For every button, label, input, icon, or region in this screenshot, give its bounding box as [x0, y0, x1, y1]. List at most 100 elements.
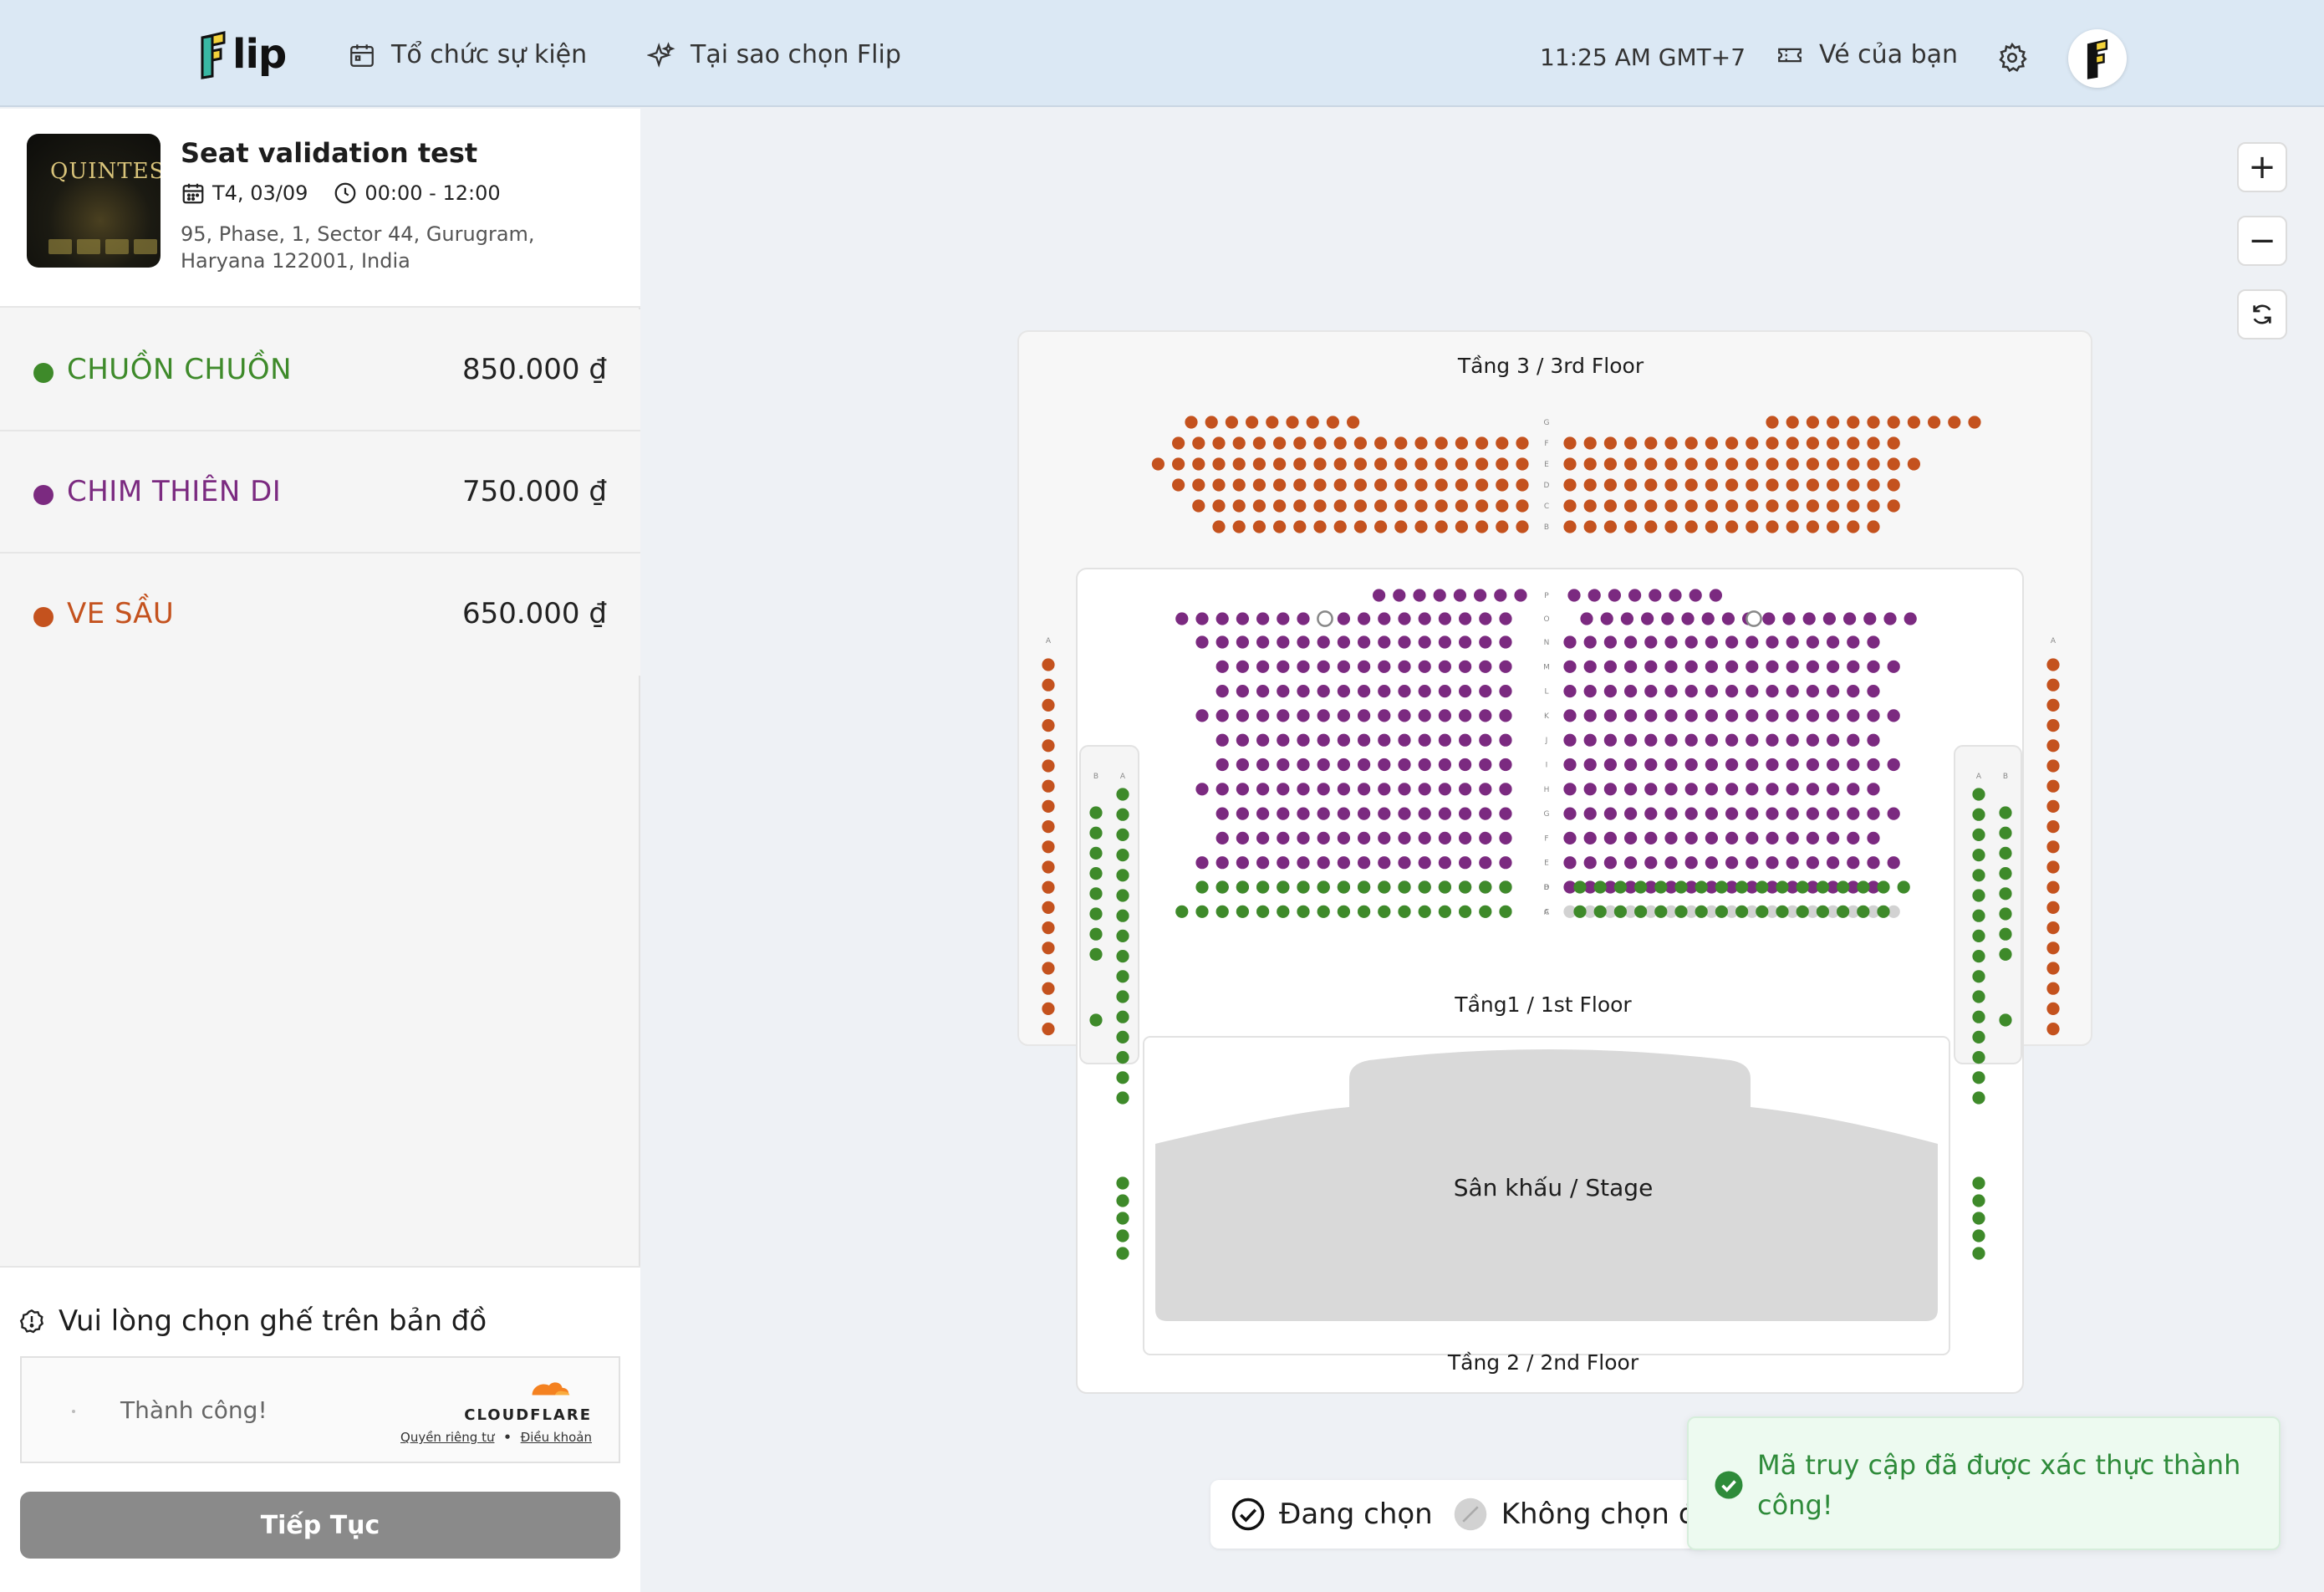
seat-floor1[interactable] — [1563, 660, 1577, 673]
seat-floor1[interactable] — [1459, 880, 1472, 894]
seat-ve-sau[interactable] — [2046, 820, 2060, 834]
seat-ve-sau[interactable] — [1624, 499, 1638, 513]
seat-floor1[interactable] — [1887, 758, 1900, 772]
seat-chuon-chuon[interactable] — [1089, 927, 1103, 941]
seat-chuon-chuon[interactable] — [1972, 788, 1985, 801]
seat-floor1[interactable] — [1756, 880, 1769, 894]
seat-floor1[interactable] — [1418, 758, 1431, 772]
seat-floor1[interactable] — [1236, 831, 1249, 845]
seat-ve-sau[interactable] — [1042, 901, 1055, 914]
seat-ve-sau[interactable] — [1212, 436, 1226, 450]
seat-floor1[interactable] — [1644, 709, 1658, 722]
seat-floor1[interactable] — [1674, 905, 1688, 918]
seat-chuon-chuon[interactable] — [1089, 846, 1103, 860]
seat-chuon-chuon[interactable] — [1999, 867, 2012, 880]
seat-ve-sau[interactable] — [1252, 499, 1266, 513]
seat-floor1[interactable] — [1499, 831, 1512, 845]
seat-floor1[interactable] — [1479, 612, 1492, 625]
seat-floor1[interactable] — [1746, 905, 1759, 918]
seat-ve-sau[interactable] — [1705, 436, 1718, 450]
seat-ve-sau[interactable] — [1766, 520, 1779, 533]
seat-chuon-chuon[interactable] — [1972, 1212, 1985, 1225]
seat-floor1[interactable] — [1378, 807, 1391, 820]
seat-floor1[interactable] — [1863, 612, 1877, 625]
seat-floor1[interactable] — [1887, 807, 1900, 820]
seat-ve-sau[interactable] — [1746, 499, 1759, 513]
seat-floor1[interactable] — [1847, 635, 1860, 649]
seat-floor1[interactable] — [1847, 733, 1860, 747]
seat-floor1[interactable] — [1583, 807, 1597, 820]
seat-floor1[interactable] — [1337, 685, 1350, 698]
seat-floor1[interactable] — [1644, 635, 1658, 649]
seat-ve-sau[interactable] — [1827, 478, 1840, 492]
seat-floor1[interactable] — [1297, 709, 1310, 722]
seat-floor1[interactable] — [1358, 807, 1371, 820]
seat-floor1[interactable] — [1398, 880, 1411, 894]
seat-floor1[interactable] — [1624, 856, 1638, 870]
seat-floor1[interactable] — [1674, 880, 1688, 894]
seat-ve-sau[interactable] — [1867, 499, 1880, 513]
seat-floor1[interactable] — [1725, 635, 1739, 649]
seat-floor1[interactable] — [1603, 709, 1617, 722]
seat-floor1[interactable] — [1479, 856, 1492, 870]
seat-floor1[interactable] — [1236, 685, 1249, 698]
seat-ve-sau[interactable] — [2046, 1023, 2060, 1036]
terms-link[interactable]: Điều khoản — [520, 1430, 592, 1445]
gear-icon[interactable] — [1996, 42, 2028, 74]
seat-map[interactable]: Tầng 3 / 3rd Floor Tầng1 / 1st Floor Sân… — [1012, 326, 2098, 1408]
seat-floor1[interactable] — [1256, 880, 1270, 894]
seat-floor1[interactable] — [1816, 905, 1829, 918]
seat-floor1[interactable] — [1857, 905, 1870, 918]
seat-floor1[interactable] — [1684, 856, 1698, 870]
seat-ve-sau[interactable] — [1394, 457, 1408, 471]
seat-floor1[interactable] — [1664, 635, 1678, 649]
seat-floor1[interactable] — [1705, 733, 1718, 747]
seat-ve-sau[interactable] — [1273, 436, 1287, 450]
seat-ve-sau[interactable] — [1684, 457, 1698, 471]
seat-floor1[interactable] — [1563, 783, 1577, 796]
seat-chuon-chuon[interactable] — [1999, 947, 2012, 961]
seat-ve-sau[interactable] — [1786, 416, 1799, 429]
seat-chuon-chuon[interactable] — [1972, 1194, 1985, 1207]
seat-floor1[interactable] — [1459, 831, 1472, 845]
seat-chuon-chuon[interactable] — [1116, 1051, 1129, 1064]
seat-floor1[interactable] — [1786, 660, 1799, 673]
seat-floor1[interactable] — [1796, 880, 1809, 894]
seat-floor1[interactable] — [1378, 905, 1391, 918]
seat-floor1[interactable] — [1867, 807, 1880, 820]
seat-floor1[interactable] — [1644, 783, 1658, 796]
seat-ve-sau[interactable] — [1232, 520, 1246, 533]
seat-ve-sau[interactable] — [1414, 520, 1428, 533]
seat-ve-sau[interactable] — [1684, 520, 1698, 533]
seat-floor1[interactable] — [1583, 758, 1597, 772]
seat-floor1[interactable] — [1684, 635, 1698, 649]
seat-floor1[interactable] — [1297, 612, 1310, 625]
seat-floor1[interactable] — [1664, 783, 1678, 796]
seat-floor1[interactable] — [1628, 589, 1642, 602]
seat-ve-sau[interactable] — [1847, 499, 1860, 513]
seat-floor1[interactable] — [1806, 856, 1819, 870]
seat-floor1[interactable] — [1705, 905, 1718, 918]
seat-floor1[interactable] — [1827, 758, 1840, 772]
seat-floor1[interactable] — [1418, 733, 1431, 747]
seat-ve-sau[interactable] — [1827, 499, 1840, 513]
seat-floor1[interactable] — [1746, 733, 1759, 747]
seat-ve-sau[interactable] — [1644, 478, 1658, 492]
seat-floor1[interactable] — [1277, 783, 1290, 796]
seat-floor1[interactable] — [1195, 856, 1209, 870]
seat-floor1[interactable] — [1277, 758, 1290, 772]
seat-floor1[interactable] — [1661, 612, 1674, 625]
seat-ve-sau[interactable] — [1252, 520, 1266, 533]
seat-ve-sau[interactable] — [1603, 520, 1617, 533]
seat-floor1[interactable] — [1236, 807, 1249, 820]
seat-chuon-chuon[interactable] — [1972, 1091, 1985, 1105]
seat-floor1[interactable] — [1398, 685, 1411, 698]
seat-floor1[interactable] — [1418, 685, 1431, 698]
seat-ve-sau[interactable] — [1516, 436, 1529, 450]
seat-ve-sau[interactable] — [1496, 520, 1509, 533]
seat-floor1[interactable] — [1433, 589, 1446, 602]
seat-floor1[interactable] — [1563, 856, 1577, 870]
seat-ve-sau[interactable] — [1151, 457, 1165, 471]
seat-floor1[interactable] — [1827, 783, 1840, 796]
seat-ve-sau[interactable] — [2046, 880, 2060, 894]
